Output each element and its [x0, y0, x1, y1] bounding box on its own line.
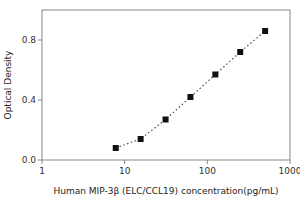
data-point [262, 28, 268, 34]
x-tick [207, 160, 208, 164]
y-tick [38, 160, 42, 161]
data-line [116, 31, 265, 148]
y-tick-label: 0.8 [22, 35, 37, 45]
data-point [237, 49, 243, 55]
plot-frame [42, 10, 290, 160]
y-tick-label: 0.4 [22, 95, 37, 105]
data-point [187, 94, 193, 100]
y-tick [38, 100, 42, 101]
y-tick [38, 40, 42, 41]
x-tick [290, 160, 291, 164]
data-point [212, 72, 218, 78]
x-axis-label: Human MIP-3β (ELC/CCL19) concentration(p… [53, 186, 278, 196]
x-tick-label: 1 [39, 166, 45, 176]
data-point [163, 117, 169, 123]
chart: 1 10 100 1000 0.0 0.4 0.8 Human MIP-3β (ELC/CCL… [0, 0, 300, 200]
data-point [113, 145, 119, 151]
x-tick [42, 160, 43, 164]
x-tick-label: 10 [119, 166, 131, 176]
y-axis-label: Optical Density [3, 50, 13, 120]
y-tick-label: 0.0 [22, 155, 37, 165]
x-tick-label: 1000 [279, 166, 300, 176]
x-tick-label: 100 [199, 166, 216, 176]
plot-data [113, 28, 268, 151]
x-tick [124, 160, 125, 164]
data-point [138, 136, 144, 142]
